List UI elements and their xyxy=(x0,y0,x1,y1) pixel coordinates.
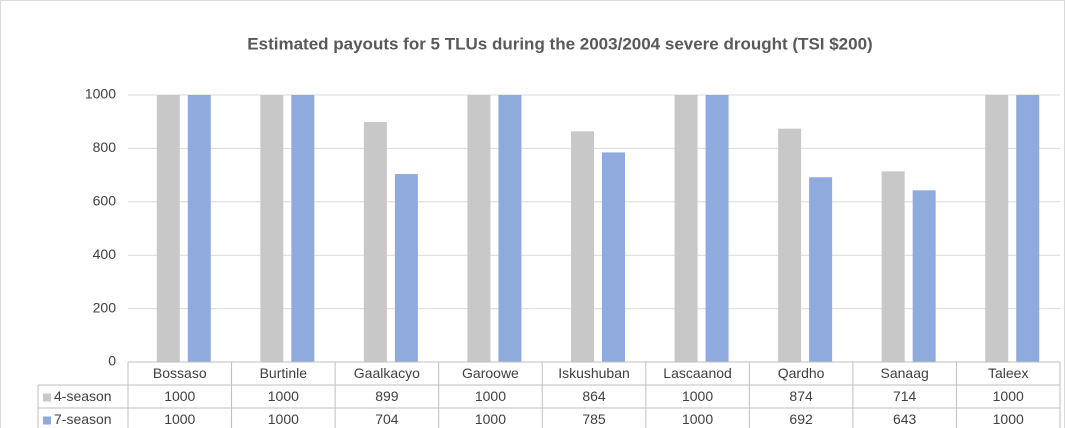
table-value: 1000 xyxy=(164,388,195,404)
table-value: 714 xyxy=(893,388,917,404)
x-tick-label: Garoowe xyxy=(462,365,519,381)
bar xyxy=(156,95,180,362)
bar xyxy=(881,171,905,362)
table-value: 874 xyxy=(789,388,813,404)
legend-key xyxy=(43,393,51,402)
table-value: 1000 xyxy=(164,411,195,427)
y-tick-label: 200 xyxy=(93,299,117,315)
bar xyxy=(912,190,936,362)
bar xyxy=(260,95,284,362)
table-value: 785 xyxy=(582,411,606,427)
legend-key xyxy=(43,416,51,425)
bar xyxy=(602,152,625,362)
x-tick-label: Lascaanod xyxy=(663,365,732,381)
y-tick-label: 1000 xyxy=(85,86,116,102)
bar xyxy=(705,95,729,362)
bar xyxy=(985,95,1009,362)
bar xyxy=(571,131,594,362)
bar xyxy=(467,95,491,362)
table-value: 1000 xyxy=(993,388,1024,404)
x-tick-label: Iskushuban xyxy=(558,365,630,381)
table-value: 864 xyxy=(582,388,606,404)
y-tick-label: 800 xyxy=(93,139,117,155)
x-tick-label: Taleex xyxy=(988,365,1028,381)
bar xyxy=(778,128,802,362)
x-tick-label: Bossaso xyxy=(153,365,207,381)
legend-label: 7-season xyxy=(54,411,112,427)
x-tick-label: Gaalkacyo xyxy=(354,365,420,381)
bar xyxy=(291,95,315,362)
legend-label: 4-season xyxy=(54,388,112,404)
bar xyxy=(674,95,698,362)
bar xyxy=(1016,95,1040,362)
y-tick-label: 400 xyxy=(93,246,117,262)
table-value: 1000 xyxy=(268,411,299,427)
bar xyxy=(187,95,211,362)
table-value: 1000 xyxy=(475,388,506,404)
table-value: 704 xyxy=(375,411,399,427)
bar xyxy=(394,174,418,362)
x-tick-label: Qardho xyxy=(778,365,825,381)
y-tick-label: 600 xyxy=(93,193,117,209)
bar xyxy=(809,177,833,362)
y-tick-label: 0 xyxy=(108,353,116,369)
table-value: 899 xyxy=(375,388,399,404)
table-value: 1000 xyxy=(993,411,1024,427)
table-value: 1000 xyxy=(682,411,713,427)
x-tick-label: Burtinle xyxy=(260,365,308,381)
x-tick-label: Sanaag xyxy=(881,365,929,381)
bar xyxy=(363,121,387,362)
table-value: 692 xyxy=(789,411,813,427)
chart-title: Estimated payouts for 5 TLUs during the … xyxy=(247,34,872,53)
table-value: 1000 xyxy=(682,388,713,404)
table-value: 1000 xyxy=(268,388,299,404)
table-value: 1000 xyxy=(475,411,506,427)
bar xyxy=(498,95,522,362)
table-value: 643 xyxy=(893,411,917,427)
